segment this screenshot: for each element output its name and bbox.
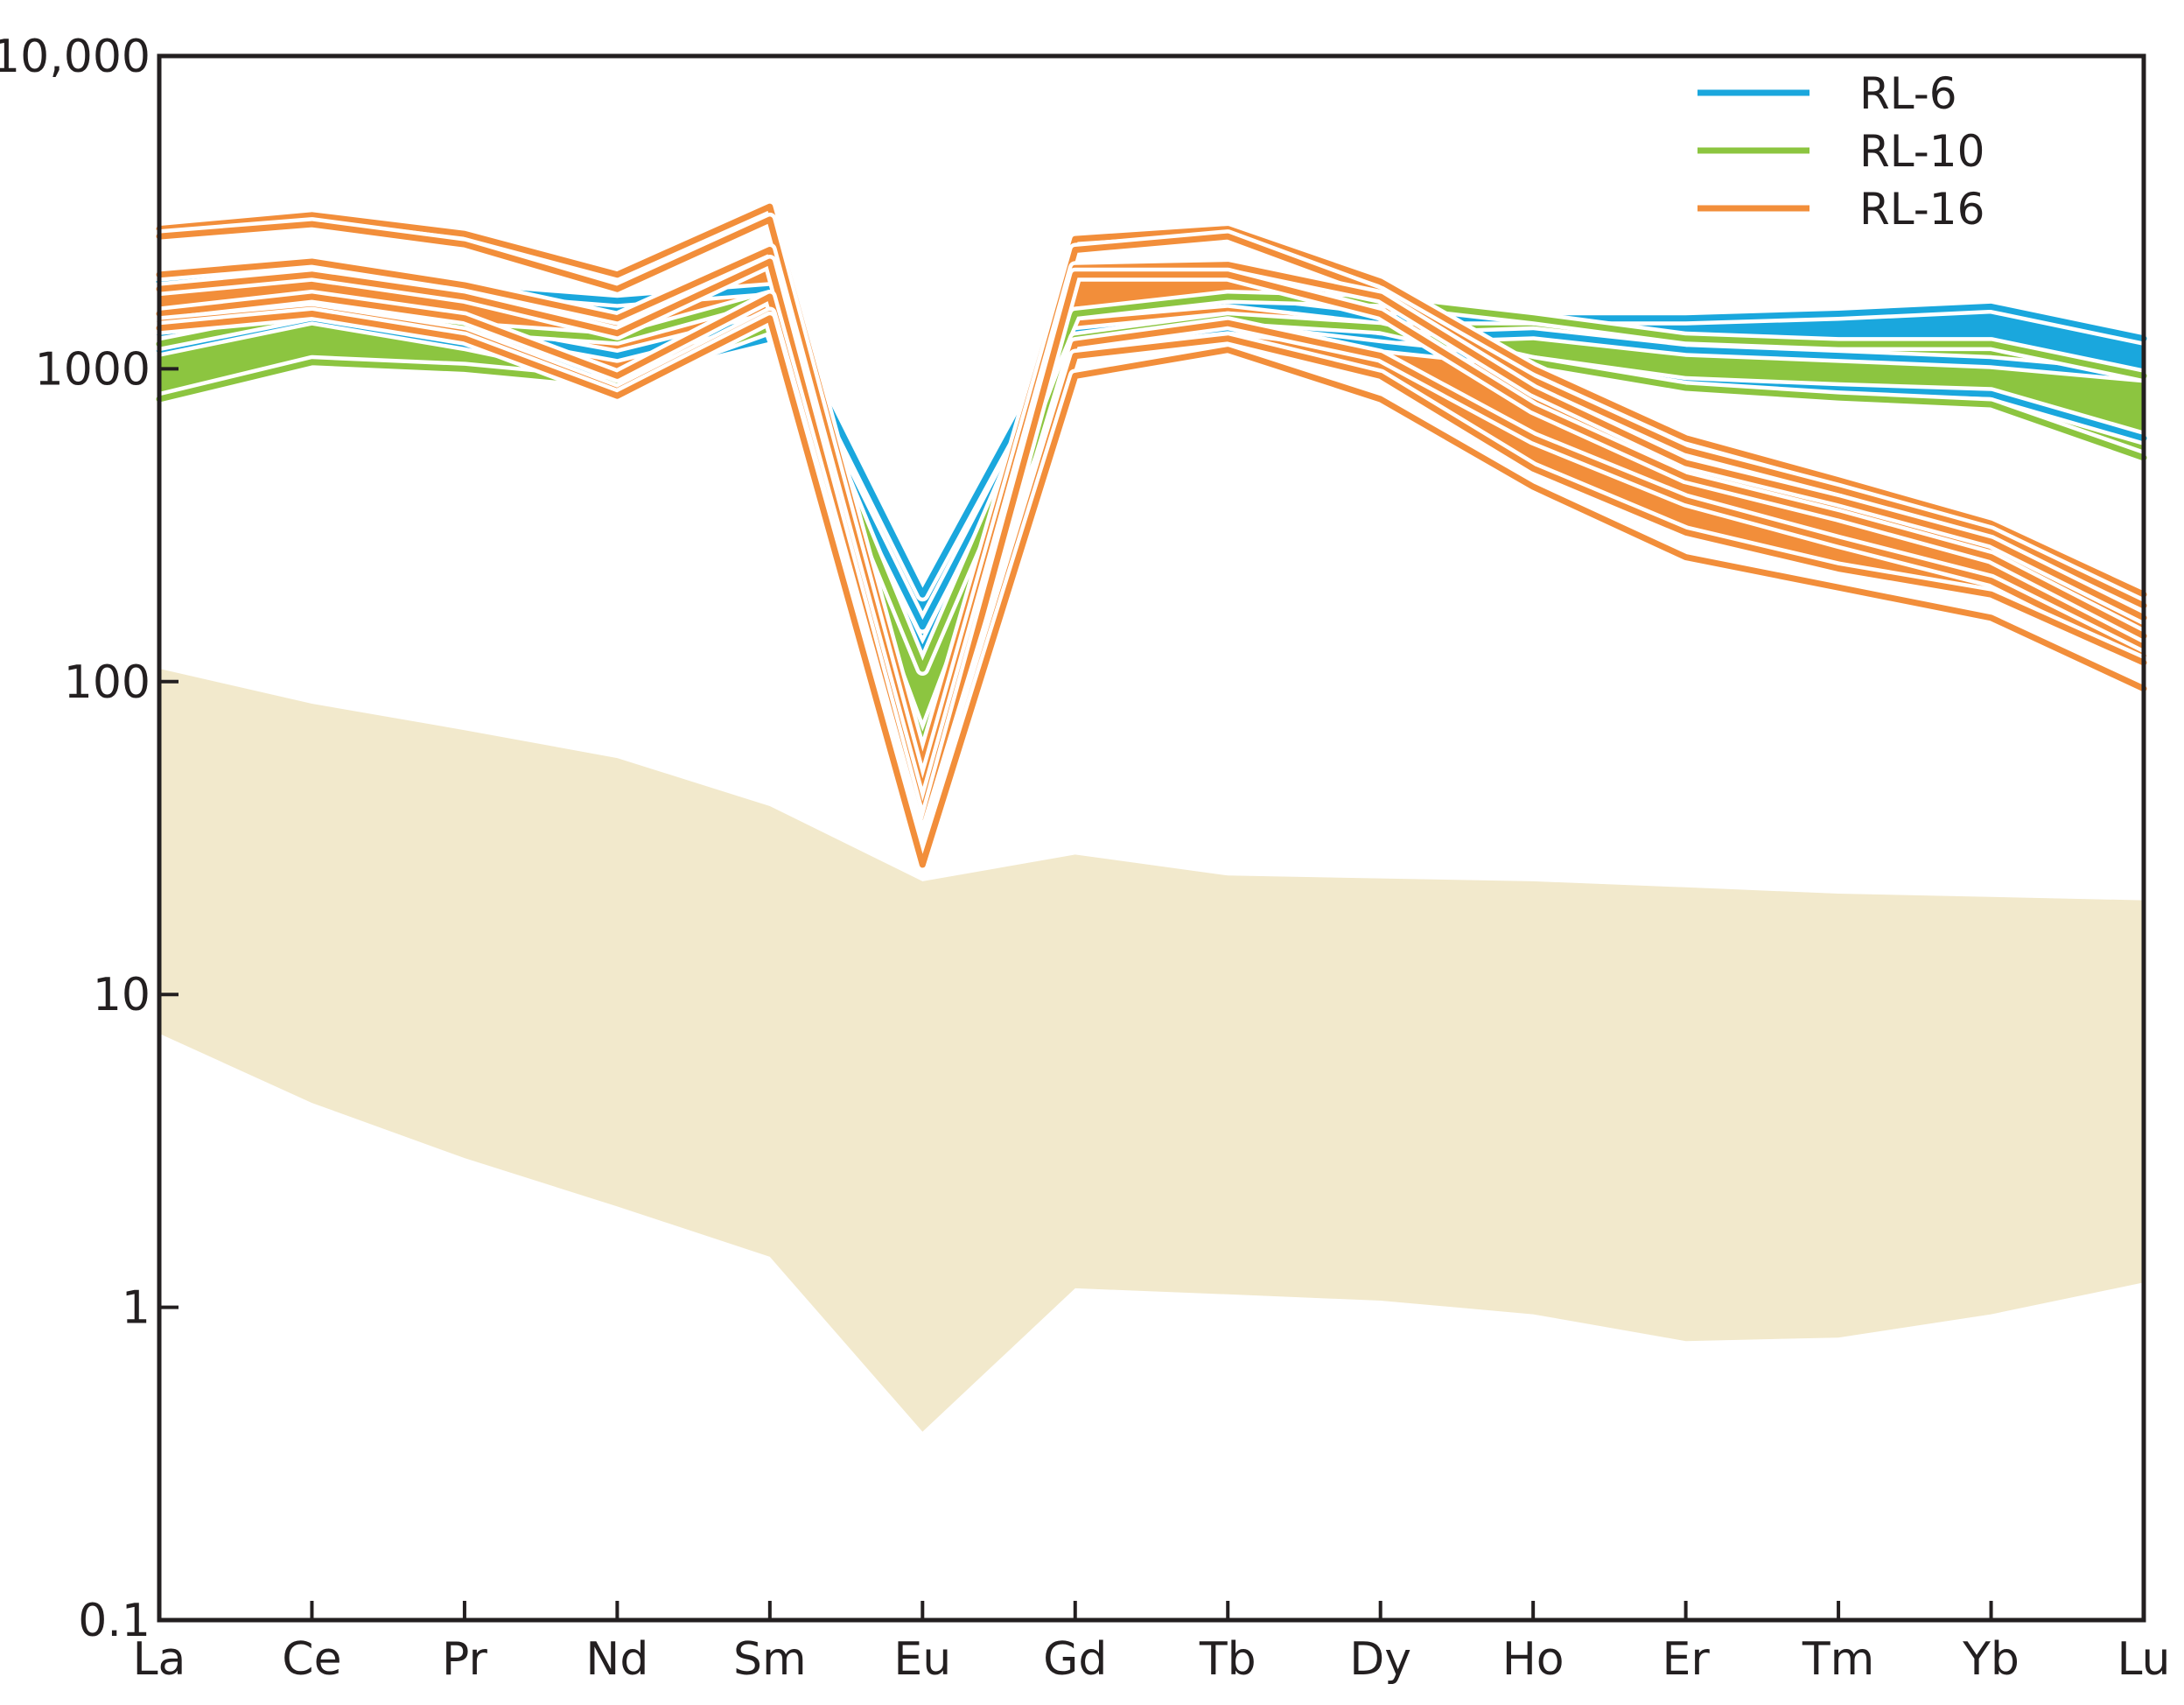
x-tick-label-pr: Pr [442,1633,487,1686]
x-tick-label-er: Er [1662,1633,1710,1686]
legend-label-rl-16: RL-16 [1859,184,1984,235]
x-tick-label-sm: Sm [733,1633,807,1686]
series-band-rl-10-0 [159,297,2144,740]
series-line-rl-16-6 [156,311,2147,868]
y-tick-label-10: 10 [93,969,150,1021]
x-tick-label-ho: Ho [1502,1633,1564,1686]
x-tick-label-nd: Nd [585,1633,648,1686]
series-line-rl-16-2 [156,247,2147,817]
series-line-rl-16-4 [156,293,2147,849]
x-tick-label-tm: Tm [1802,1633,1874,1686]
legend-label-rl-10: RL-10 [1859,126,1984,177]
x-tick-label-eu: Eu [893,1633,951,1686]
x-tick-label-gd: Gd [1043,1633,1107,1686]
y-tick-label-0-1: 0.1 [78,1595,150,1647]
plot-frame [157,53,2146,1623]
x-tick-label-la: La [133,1633,186,1686]
y-tick-label-10-000: 10,000 [0,31,150,83]
series-lines-layer [152,200,2151,872]
x-tick-label-ce: Ce [282,1633,341,1686]
y-tick-label-100: 100 [64,656,150,709]
series-line-rl-16-1 [156,216,2147,794]
reference-field-layer [159,669,2144,1432]
axes-layer: La Ce Pr Nd Sm Eu Gd Tb Dy Ho Er Tm Yb Lu10,000100010… [0,31,2171,1686]
x-tick-label-dy: Dy [1349,1633,1411,1686]
legend-label-rl-6: RL-6 [1859,68,1957,119]
x-tick-label-yb: Yb [1962,1633,2020,1686]
legend: RL-6 RL-10 RL-16 [1698,68,1984,235]
y-tick-label-1000: 1000 [35,343,150,396]
x-tick-label-tb: Tb [1199,1633,1256,1686]
series-line-rl-16-3 [156,258,2147,836]
x-tick-label-lu: Lu [2117,1633,2170,1686]
reference-field-area [159,669,2144,1432]
y-tick-label-1: 1 [122,1282,150,1335]
series-line-rl-16-0 [156,203,2147,767]
